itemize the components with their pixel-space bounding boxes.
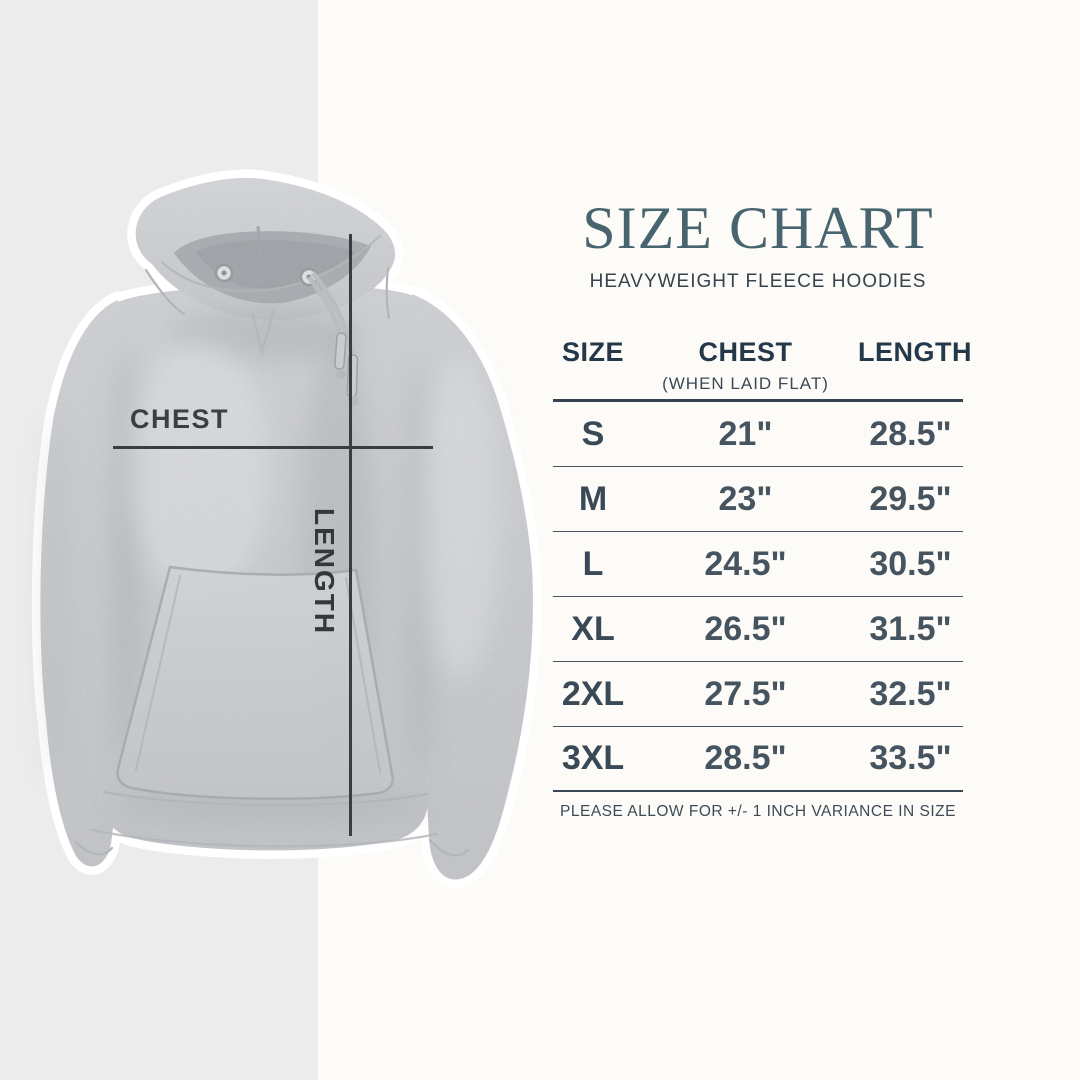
length-cell: 33.5" xyxy=(869,739,952,777)
size-chart-panel: SIZE CHART HEAVYWEIGHT FLEECE HOODIES SI… xyxy=(553,0,972,1080)
chest-cell: 21" xyxy=(718,414,773,453)
hoodie-figure: CHEST LENGTH xyxy=(0,0,560,1080)
table-row: XL 26.5" 31.5" xyxy=(553,597,963,662)
chest-cell: 26.5" xyxy=(704,609,787,648)
chest-cell: 24.5" xyxy=(704,544,787,583)
size-cell: M xyxy=(578,479,608,518)
page-title: SIZE CHART xyxy=(582,195,934,261)
table-row: M 23" 29.5" xyxy=(553,467,963,532)
length-cell: 30.5" xyxy=(869,544,952,583)
table-row: 3XL 28.5" 33.5" xyxy=(553,727,963,792)
table-body: S 21" 28.5" M 23" 29.5" L 24.5" 30.5" XL… xyxy=(553,402,963,792)
table-row: S 21" 28.5" xyxy=(553,402,963,467)
chest-cell: 27.5" xyxy=(704,674,787,713)
page-subtitle: HEAVYWEIGHT FLEECE HOODIES xyxy=(589,271,927,292)
table-row: L 24.5" 30.5" xyxy=(553,532,963,597)
size-cell: S xyxy=(581,414,605,453)
length-measure-label: LENGTH xyxy=(309,508,340,636)
chest-cell: 28.5" xyxy=(704,739,787,777)
table-header-row: SIZE CHEST LENGTH xyxy=(553,330,972,368)
length-cell: 31.5" xyxy=(869,609,952,648)
column-header-size: SIZE xyxy=(561,337,624,367)
size-cell: L xyxy=(582,544,604,583)
chest-cell: 23" xyxy=(718,479,773,518)
length-cell: 29.5" xyxy=(869,479,952,518)
variance-note: PLEASE ALLOW FOR +/- 1 INCH VARIANCE IN … xyxy=(560,803,956,820)
chest-measure-label: CHEST xyxy=(130,404,230,434)
length-cell: 32.5" xyxy=(869,674,952,713)
column-header-chest: CHEST xyxy=(698,337,793,367)
length-cell: 28.5" xyxy=(869,414,952,453)
size-cell: 3XL xyxy=(561,739,625,777)
size-cell: XL xyxy=(571,609,615,648)
length-measure-line xyxy=(349,234,352,836)
chest-measure-line xyxy=(113,446,433,449)
table-row: 2XL 27.5" 32.5" xyxy=(553,662,963,727)
table-top-rule xyxy=(553,399,963,402)
chest-column-note: (WHEN LAID FLAT) xyxy=(662,374,829,393)
column-header-length: LENGTH xyxy=(858,337,972,367)
size-cell: 2XL xyxy=(561,674,625,713)
